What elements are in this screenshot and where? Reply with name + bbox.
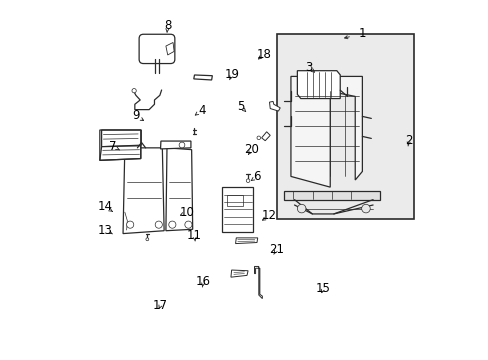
Polygon shape bbox=[160, 141, 190, 149]
Text: 6: 6 bbox=[253, 170, 260, 183]
Polygon shape bbox=[283, 191, 380, 200]
Polygon shape bbox=[230, 270, 247, 277]
Text: 18: 18 bbox=[256, 48, 271, 61]
Text: 16: 16 bbox=[196, 275, 210, 288]
Text: 7: 7 bbox=[108, 140, 116, 153]
Circle shape bbox=[246, 179, 249, 183]
Text: 14: 14 bbox=[98, 200, 112, 213]
Circle shape bbox=[361, 204, 369, 213]
Text: 10: 10 bbox=[180, 206, 194, 219]
Text: 2: 2 bbox=[404, 134, 412, 147]
Text: 13: 13 bbox=[98, 224, 112, 237]
Text: 21: 21 bbox=[268, 243, 284, 256]
Text: 19: 19 bbox=[224, 68, 239, 81]
Polygon shape bbox=[290, 76, 362, 187]
Circle shape bbox=[257, 136, 260, 140]
Circle shape bbox=[132, 89, 136, 93]
Bar bbox=[222, 187, 253, 232]
Bar bbox=[276, 33, 413, 219]
Polygon shape bbox=[123, 148, 164, 234]
Polygon shape bbox=[254, 266, 262, 298]
Circle shape bbox=[179, 142, 184, 148]
Text: 11: 11 bbox=[186, 229, 202, 242]
Text: 20: 20 bbox=[244, 143, 259, 156]
Text: 15: 15 bbox=[315, 283, 330, 296]
Circle shape bbox=[168, 221, 176, 228]
FancyBboxPatch shape bbox=[139, 34, 175, 64]
Text: 1: 1 bbox=[358, 27, 366, 40]
Text: 12: 12 bbox=[262, 209, 276, 222]
Bar bbox=[227, 195, 243, 206]
Polygon shape bbox=[165, 148, 192, 231]
Circle shape bbox=[126, 221, 134, 228]
Text: 4: 4 bbox=[198, 104, 205, 117]
Polygon shape bbox=[165, 42, 174, 55]
Polygon shape bbox=[102, 130, 141, 147]
Polygon shape bbox=[100, 146, 141, 160]
Text: 17: 17 bbox=[153, 298, 168, 311]
Circle shape bbox=[297, 204, 305, 213]
Circle shape bbox=[145, 238, 148, 241]
Text: 5: 5 bbox=[237, 100, 244, 113]
Circle shape bbox=[184, 221, 192, 228]
Circle shape bbox=[155, 221, 162, 228]
Polygon shape bbox=[297, 71, 340, 99]
Text: 3: 3 bbox=[305, 61, 312, 74]
Text: 9: 9 bbox=[132, 109, 139, 122]
Text: 8: 8 bbox=[163, 19, 171, 32]
Polygon shape bbox=[261, 132, 270, 141]
Polygon shape bbox=[235, 238, 257, 244]
Polygon shape bbox=[269, 102, 280, 111]
Polygon shape bbox=[193, 75, 212, 80]
